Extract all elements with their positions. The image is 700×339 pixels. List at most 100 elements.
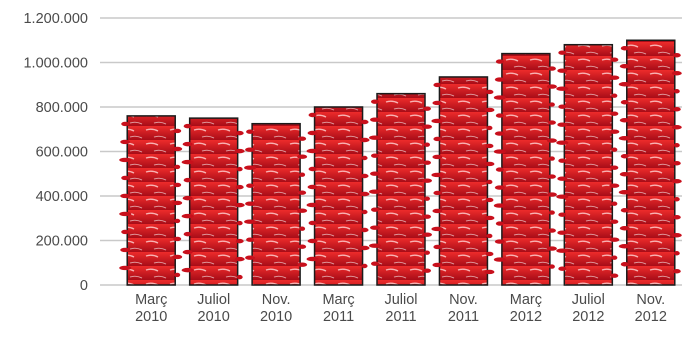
bar-edge-stroke: [547, 120, 556, 125]
bar-edge-stroke: [183, 123, 192, 129]
x-category-label: Març 2011: [322, 292, 354, 325]
bar-edge-stroke: [618, 82, 631, 87]
bar-edge-stroke: [547, 66, 556, 71]
y-axis-tick-labels: 0 200.000 400.000 600.000 800.000 1.000.000 1.…: [23, 11, 88, 294]
bar-edge-stroke: [433, 244, 442, 250]
bar-edge-stroke: [371, 153, 379, 158]
bar-edge-stroke: [486, 179, 493, 185]
bar-edge-stroke: [671, 71, 682, 76]
bar-edge-stroke: [620, 208, 629, 213]
x-category-label: Nov. 2012: [635, 292, 667, 325]
bar-edge-stroke: [174, 218, 181, 224]
x-label-month: Juliol: [197, 292, 230, 308]
bar-edge-stroke: [236, 166, 243, 172]
bar-edge-stroke: [671, 125, 682, 130]
bar-edge-stroke: [610, 273, 619, 278]
bar-rect: [251, 122, 301, 286]
x-label-year: 2010: [135, 309, 167, 325]
bar-edge-stroke: [433, 136, 442, 142]
bar-edge-stroke: [484, 107, 495, 113]
bar-edge-stroke: [609, 237, 620, 242]
bar-edge-stroke: [245, 255, 256, 260]
bar-edge-stroke: [485, 197, 494, 203]
x-category-label: Nov. 2011: [448, 292, 479, 325]
bar: [556, 43, 620, 286]
bar-edge-stroke: [424, 196, 430, 201]
x-category-label: Març 2012: [510, 292, 542, 325]
bar-edge-stroke: [485, 251, 494, 257]
bar-edge-stroke: [558, 158, 567, 163]
bar-edge-stroke: [557, 230, 568, 235]
bar-edge-stroke: [485, 143, 494, 149]
bar-edge-stroke: [556, 248, 569, 253]
bar-edge-stroke: [308, 112, 317, 118]
x-label-year: 2011: [448, 309, 479, 325]
bar-rect: [626, 39, 676, 286]
bar-rect: [313, 106, 364, 286]
x-label-year: 2012: [510, 309, 542, 325]
bar-edge-stroke: [557, 122, 568, 127]
bar-edge-stroke: [245, 201, 256, 206]
bar-edge-stroke: [183, 177, 192, 183]
bar-edge-stroke: [433, 190, 442, 196]
bar-edge-stroke: [548, 102, 555, 107]
bar-edge-stroke: [495, 113, 504, 118]
bar-edge-stroke: [556, 140, 569, 145]
bar-edge-stroke: [235, 238, 244, 244]
x-category-label: Març 2010: [135, 292, 167, 325]
bar-edge-stroke: [308, 166, 317, 172]
bar-rect: [188, 117, 239, 286]
bar-edge-stroke: [360, 173, 369, 179]
bar-edge-stroke: [673, 251, 680, 256]
bar-edge-stroke: [609, 183, 620, 188]
bar-edge-stroke: [558, 104, 567, 109]
bar-edge-stroke: [244, 165, 257, 170]
bar-edge-stroke: [234, 202, 245, 208]
bar-edge-stroke: [182, 249, 193, 255]
bar: [119, 115, 183, 286]
bar-edge-stroke: [361, 155, 368, 161]
bar-edge-stroke: [173, 182, 182, 188]
bar-edge-stroke: [548, 156, 555, 161]
bar-edge-stroke: [547, 174, 556, 179]
bar-rect: [438, 76, 489, 286]
x-label-month: Juliol: [384, 292, 417, 308]
bar-edge-stroke: [424, 142, 430, 147]
bar-edge-stroke: [611, 147, 618, 152]
bar-edge-stroke: [297, 262, 308, 267]
bar-edge-stroke: [371, 261, 379, 266]
bar: [306, 106, 370, 286]
bar-edge-stroke: [119, 211, 132, 217]
bar-edge-stroke: [610, 165, 619, 170]
bar-edge-stroke: [423, 160, 431, 165]
bar-edge-stroke: [558, 50, 567, 55]
bar-edge-stroke: [609, 129, 620, 134]
x-label-year: 2010: [198, 309, 230, 325]
bar-edge-stroke: [306, 256, 319, 262]
bar-edge-stroke: [235, 130, 244, 136]
bar-edge-stroke: [556, 194, 569, 199]
x-label-year: 2012: [635, 309, 667, 325]
bar-edge-stroke: [172, 146, 183, 152]
bar-rect: [563, 43, 614, 286]
bar-edge-stroke: [546, 84, 557, 89]
bar-edge-stroke: [673, 143, 680, 148]
bar-edge-stroke: [246, 237, 255, 242]
bar-edge-stroke: [557, 68, 568, 73]
bar-rect: [376, 92, 426, 286]
bar-edge-stroke: [173, 236, 182, 242]
y-tick-label: 1.200.000: [23, 11, 88, 27]
bar-edge-stroke: [493, 149, 506, 154]
bar-edge-stroke: [619, 118, 630, 123]
bar-edge-stroke: [236, 220, 243, 226]
bar-edge-stroke: [172, 254, 183, 260]
bar-edge-stroke: [307, 184, 318, 190]
bar-edge-stroke: [611, 93, 618, 98]
bar-edge-stroke: [121, 229, 130, 235]
bar-edge-stroke: [558, 266, 567, 271]
bar-edge-stroke: [619, 172, 630, 177]
bar-edge-stroke: [485, 89, 494, 95]
bar-edge-stroke: [546, 192, 557, 197]
x-label-year: 2010: [260, 309, 292, 325]
